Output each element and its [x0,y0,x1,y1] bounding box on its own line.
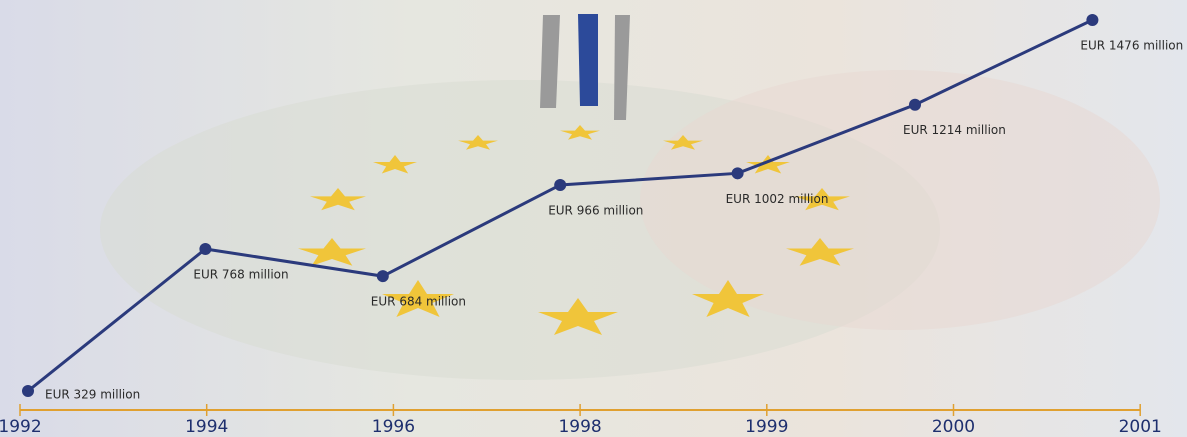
value-label: EUR 768 million [193,268,288,282]
value-label: EUR 329 million [45,388,140,402]
point [554,178,567,191]
value-label: EUR 1002 million [726,192,829,206]
x-tick-label: 2000 [932,417,975,437]
x-tick-label: 2001 [1119,417,1162,437]
point [376,270,389,283]
x-tick-label: 1996 [372,417,415,437]
x-tick-label: 1992 [0,417,42,437]
point [731,167,744,180]
point [1086,14,1099,26]
value-label: EUR 1214 million [903,123,1006,137]
x-tick-label: 1994 [185,417,228,437]
point [909,98,921,111]
point [199,243,212,256]
x-tick-label: 1999 [745,417,788,437]
point [22,385,34,397]
value-label: EUR 966 million [548,203,643,217]
logo [540,14,630,120]
value-label: EUR 684 million [371,295,466,309]
map-shape [640,70,1160,330]
x-tick-label: 1998 [558,417,601,437]
value-label: EUR 1476 million [1080,39,1183,53]
